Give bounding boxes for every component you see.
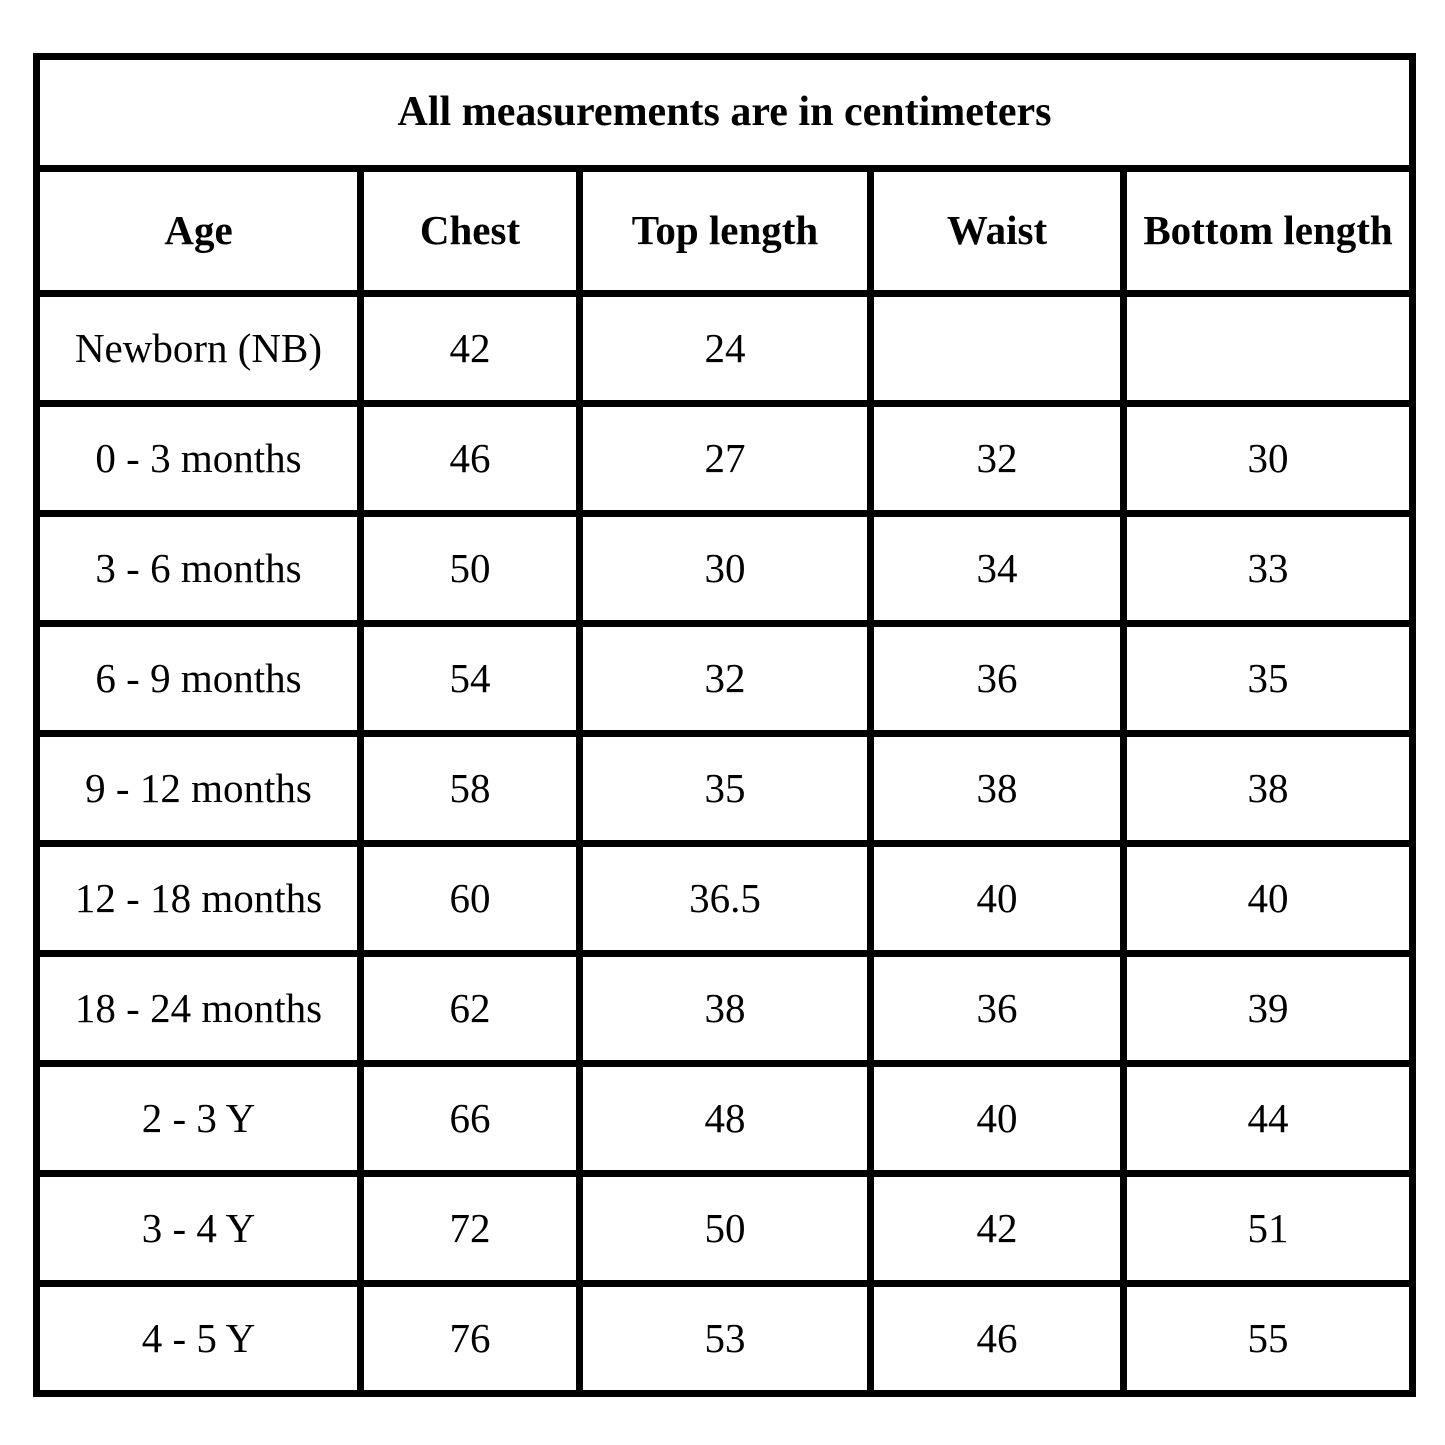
column-header-chest: Chest [357, 165, 583, 297]
bottom-length-cell: 33 [1119, 510, 1417, 627]
bottom-length-cell: 55 [1119, 1280, 1417, 1397]
table-row-3-4-y: 3 - 4 Y 72 50 42 51 [33, 1170, 1417, 1287]
age-cell: 18 - 24 months [33, 950, 364, 1067]
chest-cell: 66 [357, 1060, 583, 1177]
bottom-length-cell: 30 [1119, 400, 1417, 517]
table-row-9-12-months: 9 - 12 months 58 35 38 38 [33, 730, 1417, 847]
age-cell: 2 - 3 Y [33, 1060, 364, 1177]
table-row-newborn: Newborn (NB) 42 24 [33, 290, 1417, 407]
table-row-12-18-months: 12 - 18 months 60 36.5 40 40 [33, 840, 1417, 957]
table-row-18-24-months: 18 - 24 months 62 38 36 39 [33, 950, 1417, 1067]
age-cell: 12 - 18 months [33, 840, 364, 957]
top-length-cell: 50 [576, 1170, 874, 1287]
bottom-length-cell: 35 [1119, 620, 1417, 737]
age-cell: 3 - 6 months [33, 510, 364, 627]
chest-cell: 46 [357, 400, 583, 517]
waist-cell: 40 [867, 1060, 1127, 1177]
waist-cell: 40 [867, 840, 1127, 957]
top-length-cell: 32 [576, 620, 874, 737]
bottom-length-cell: 51 [1119, 1170, 1417, 1287]
table-row-3-6-months: 3 - 6 months 50 30 34 33 [33, 510, 1417, 627]
chest-cell: 60 [357, 840, 583, 957]
chest-cell: 54 [357, 620, 583, 737]
bottom-length-cell: 38 [1119, 730, 1417, 847]
size-chart-table: All measurements are in centimeters Age … [32, 53, 1417, 1397]
table-header-row: Age Chest Top length Waist Bottom length [33, 165, 1417, 297]
waist-cell: 42 [867, 1170, 1127, 1287]
age-cell: 0 - 3 months [33, 400, 364, 517]
table-title: All measurements are in centimeters [32, 53, 1417, 172]
age-cell: 3 - 4 Y [33, 1170, 364, 1287]
bottom-length-cell: 39 [1119, 950, 1417, 1067]
waist-cell: 34 [867, 510, 1127, 627]
table-row-2-3-y: 2 - 3 Y 66 48 40 44 [33, 1060, 1417, 1177]
table-row-4-5-y: 4 - 5 Y 76 53 46 55 [33, 1280, 1417, 1397]
chest-cell: 58 [357, 730, 583, 847]
table-row-6-9-months: 6 - 9 months 54 32 36 35 [33, 620, 1417, 737]
top-length-cell: 48 [576, 1060, 874, 1177]
chest-cell: 50 [357, 510, 583, 627]
waist-cell: 36 [867, 620, 1127, 737]
bottom-length-cell: 40 [1119, 840, 1417, 957]
bottom-length-cell: 44 [1119, 1060, 1417, 1177]
top-length-cell: 24 [576, 290, 874, 407]
chest-cell: 76 [357, 1280, 583, 1397]
age-cell: 9 - 12 months [33, 730, 364, 847]
top-length-cell: 36.5 [576, 840, 874, 957]
chest-cell: 42 [357, 290, 583, 407]
waist-cell [867, 290, 1127, 407]
table-title-row: All measurements are in centimeters [32, 53, 1417, 172]
column-header-waist: Waist [867, 165, 1127, 297]
table-row-0-3-months: 0 - 3 months 46 27 32 30 [33, 400, 1417, 517]
age-cell: Newborn (NB) [33, 290, 364, 407]
top-length-cell: 53 [576, 1280, 874, 1397]
column-header-age: Age [33, 165, 364, 297]
age-cell: 4 - 5 Y [33, 1280, 364, 1397]
top-length-cell: 27 [576, 400, 874, 517]
age-cell: 6 - 9 months [33, 620, 364, 737]
waist-cell: 38 [867, 730, 1127, 847]
waist-cell: 46 [867, 1280, 1127, 1397]
column-header-bottom-length: Bottom length [1119, 165, 1417, 297]
top-length-cell: 35 [576, 730, 874, 847]
chest-cell: 62 [357, 950, 583, 1067]
bottom-length-cell [1119, 290, 1417, 407]
top-length-cell: 38 [576, 950, 874, 1067]
waist-cell: 32 [867, 400, 1127, 517]
top-length-cell: 30 [576, 510, 874, 627]
chest-cell: 72 [357, 1170, 583, 1287]
waist-cell: 36 [867, 950, 1127, 1067]
column-header-top-length: Top length [576, 165, 874, 297]
